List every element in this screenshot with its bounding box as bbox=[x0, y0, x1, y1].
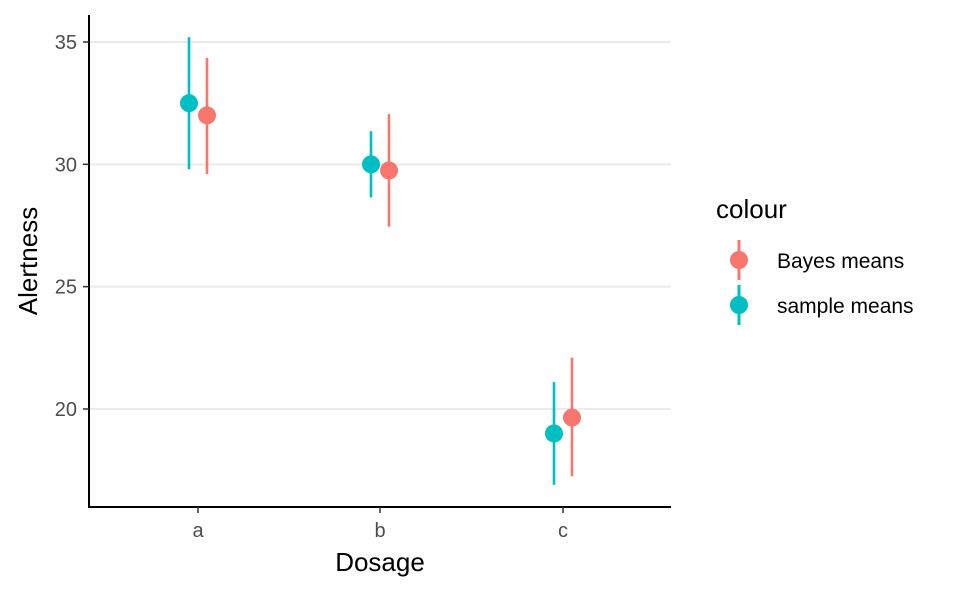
y-tick-label-25: 25 bbox=[55, 277, 77, 299]
point-bayes-b bbox=[380, 161, 398, 180]
point-sample-b bbox=[362, 155, 380, 174]
legend-label-1: sample means bbox=[777, 295, 914, 318]
legend-items: Bayes means sample means bbox=[730, 240, 914, 325]
gridlines bbox=[89, 41, 671, 410]
point-sample-c bbox=[545, 424, 563, 443]
legend: colour Bayes means sample means bbox=[716, 194, 914, 325]
legend-title: colour bbox=[716, 194, 787, 224]
legend-key-point-1 bbox=[730, 296, 748, 314]
point-bayes-a bbox=[198, 106, 216, 125]
legend-label-0: Bayes means bbox=[777, 250, 904, 273]
y-axis-title: Alertness bbox=[13, 207, 43, 315]
data-marks bbox=[180, 37, 581, 485]
x-tick-label-b: b bbox=[374, 520, 385, 542]
point-bayes-c bbox=[563, 408, 581, 427]
y-ticks: 20 25 30 35 bbox=[55, 32, 89, 421]
y-tick-label-35: 35 bbox=[55, 32, 77, 54]
legend-key-point-0 bbox=[730, 251, 748, 269]
x-axis-title: Dosage bbox=[335, 547, 425, 577]
y-tick-label-30: 30 bbox=[55, 154, 77, 176]
point-sample-a bbox=[180, 94, 198, 113]
x-tick-label-c: c bbox=[558, 520, 568, 542]
x-ticks: a b c bbox=[192, 507, 568, 542]
axes bbox=[88, 15, 671, 508]
y-tick-label-20: 20 bbox=[55, 399, 77, 421]
x-tick-label-a: a bbox=[192, 520, 204, 542]
